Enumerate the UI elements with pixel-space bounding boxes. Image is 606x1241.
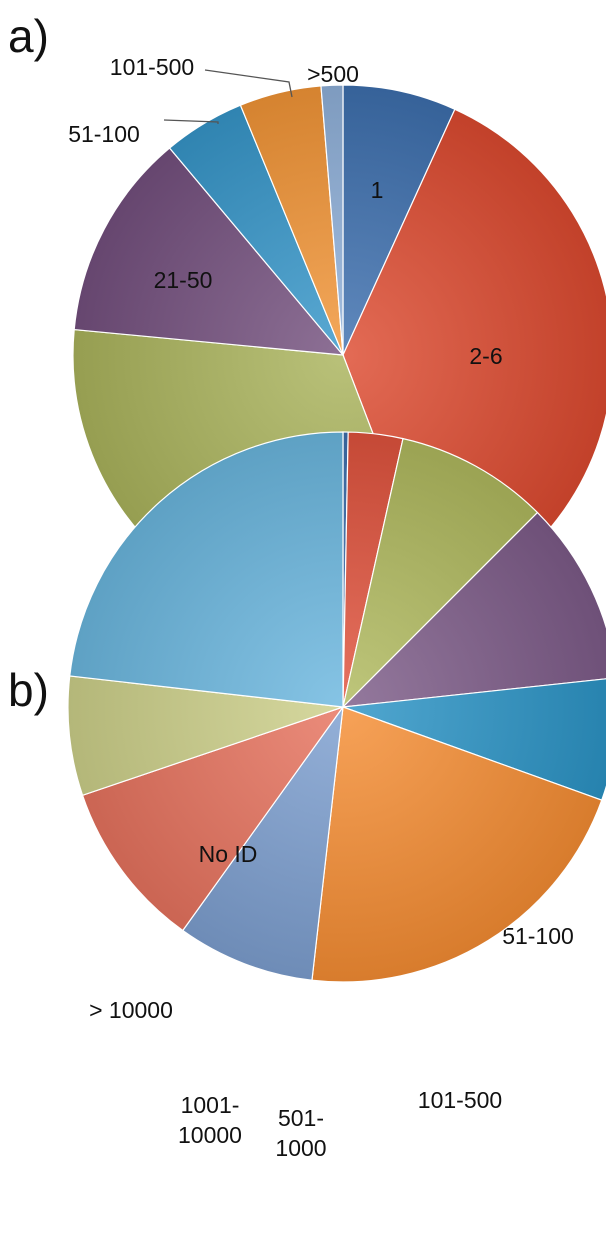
- slice-label: >500: [307, 61, 359, 87]
- pie-chart-b: b)12-67-2021-5051-100101-500501-10001001…: [8, 431, 606, 1161]
- slice-label: 51-100: [502, 923, 574, 949]
- pie-slice: [341, 437, 539, 709]
- slice-label: 2-6: [469, 343, 502, 369]
- slice-label: 501-1000: [275, 1105, 326, 1161]
- panel-label: a): [8, 10, 49, 62]
- pie-slice: [69, 431, 344, 708]
- slice-label: > 10000: [89, 997, 173, 1023]
- leader-line: [204, 69, 293, 98]
- pie-slice: [311, 706, 603, 983]
- leader-line: [163, 119, 219, 124]
- pie-slice: [342, 84, 456, 356]
- slice-label: No ID: [199, 841, 258, 867]
- pie-slice: [341, 511, 606, 708]
- pie-slice: [67, 675, 344, 797]
- pie-slice: [81, 705, 345, 932]
- pie-slice: [320, 84, 344, 356]
- pie-slice: [342, 678, 606, 801]
- panel-label: b): [8, 664, 49, 716]
- slice-label: 1: [371, 177, 384, 203]
- slice-label: 101-500: [418, 1087, 502, 1113]
- slice-label: 101-500: [110, 54, 194, 80]
- slice-label: 21-50: [154, 267, 213, 293]
- pie-slice: [181, 704, 344, 981]
- slice-label: 1001-10000: [178, 1092, 242, 1148]
- pie-slice: [73, 147, 345, 356]
- slice-label: 51-100: [68, 121, 140, 147]
